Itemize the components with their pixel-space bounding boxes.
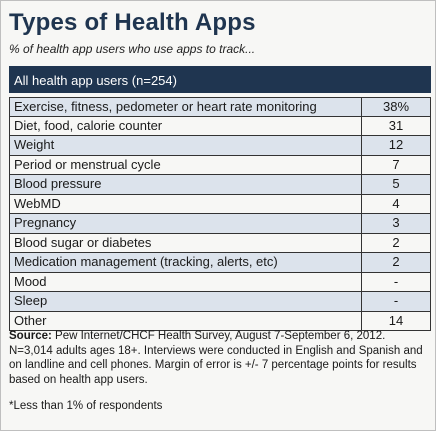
data-table: All health app users (n=254) Exercise, f…	[9, 66, 431, 331]
table-row: Weight 12	[9, 136, 431, 156]
row-value: 31	[388, 117, 404, 133]
row-label: Blood pressure	[10, 175, 362, 194]
row-value: 7	[392, 156, 400, 172]
row-value: 2	[392, 254, 400, 269]
source-lead: Source:	[9, 330, 52, 342]
table-row: Blood sugar or diabetes 2	[9, 233, 431, 253]
table-row: Pregnancy 3	[9, 214, 431, 234]
row-value: 14	[388, 312, 404, 328]
table-row: Mood -	[9, 272, 431, 292]
row-label: Other	[10, 311, 362, 330]
table-row: WebMD 4	[9, 194, 431, 214]
row-value: -	[393, 293, 399, 308]
table-row: Sleep -	[9, 292, 431, 312]
row-label: WebMD	[10, 194, 362, 213]
table-header: All health app users (n=254)	[9, 66, 431, 93]
row-label: Sleep	[10, 292, 362, 311]
row-value: -	[393, 273, 399, 289]
footnote: *Less than 1% of respondents	[9, 400, 163, 412]
row-label: Blood sugar or diabetes	[10, 233, 362, 252]
row-value: 2	[392, 234, 400, 250]
row-value: 12	[388, 137, 404, 152]
row-value: 3	[392, 215, 400, 230]
row-label: Period or menstrual cycle	[10, 155, 362, 174]
table-row: Medication management (tracking, alerts,…	[9, 253, 431, 273]
row-value: 38%	[382, 99, 410, 114]
table-row: Other 14	[9, 311, 431, 331]
row-label: Weight	[10, 136, 362, 155]
source-note: Source: Pew Internet/CHCF Health Survey,…	[9, 329, 431, 387]
source-text: Pew Internet/CHCF Health Survey, August …	[9, 330, 423, 386]
table-body: Exercise, fitness, pedometer or heart ra…	[9, 97, 431, 331]
chart-subtitle: % of health app users who use apps to tr…	[9, 42, 256, 56]
row-label: Exercise, fitness, pedometer or heart ra…	[10, 98, 362, 116]
row-label: Pregnancy	[10, 214, 362, 233]
row-label: Mood	[10, 272, 362, 291]
row-label: Diet, food, calorie counter	[10, 116, 362, 135]
table-row: Exercise, fitness, pedometer or heart ra…	[9, 97, 431, 117]
row-label: Medication management (tracking, alerts,…	[10, 253, 362, 272]
table-row: Diet, food, calorie counter 31	[9, 116, 431, 136]
row-value: 4	[392, 195, 400, 211]
chart-title: Types of Health Apps	[9, 9, 256, 36]
table-row: Blood pressure 5	[9, 175, 431, 195]
table-row: Period or menstrual cycle 7	[9, 155, 431, 175]
row-value: 5	[392, 176, 400, 191]
